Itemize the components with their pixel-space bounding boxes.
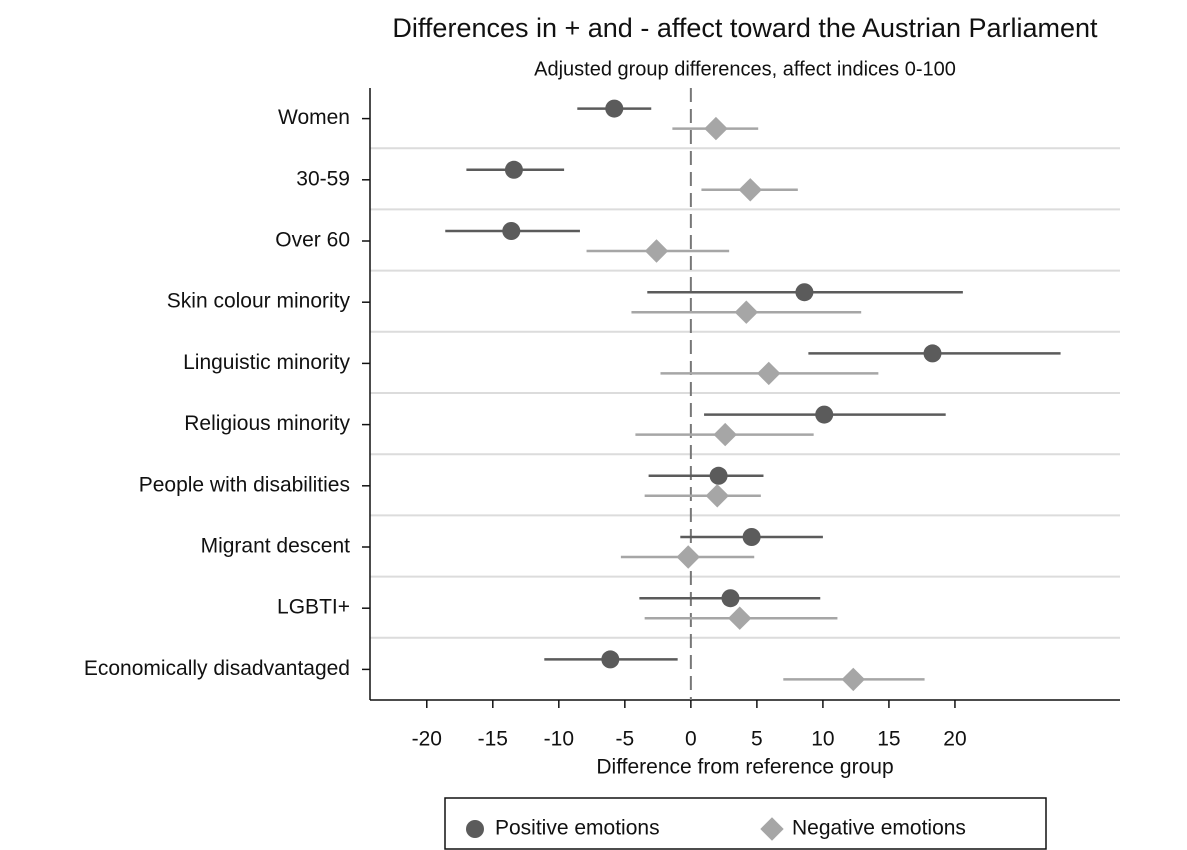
y-tick-label: LGBTI+ [277,596,350,619]
point [709,466,728,485]
legend-label: Negative emotions [792,817,966,840]
x-tick-label: -20 [412,728,442,751]
point [757,361,781,386]
y-tick-label: Women [278,106,350,129]
y-tick-label: Linguistic minority [183,351,350,374]
x-tick-label: -5 [615,728,634,751]
point [742,528,761,546]
legend-label: Positive emotions [495,817,660,840]
point [466,820,484,838]
x-tick-label: 5 [751,728,763,751]
y-tick-label: Over 60 [275,229,350,252]
y-tick-label: Religious minority [184,412,350,435]
x-tick-label: 15 [877,728,900,751]
point [721,589,740,608]
point [504,160,523,179]
chart-title: Differences in + and - affect toward the… [392,13,1098,43]
x-tick-label: -10 [544,728,574,751]
point [704,116,728,141]
x-tick-label: 0 [685,728,697,751]
y-tick-label: People with disabilities [139,473,350,496]
point [502,222,521,240]
point [601,650,620,669]
point [815,405,834,424]
point [605,99,624,118]
point [760,817,784,841]
chart-subtitle: Adjusted group differences, affect indic… [534,58,956,80]
x-axis-label: Difference from reference group [596,756,893,779]
x-tick-label: 20 [943,728,966,751]
point [795,283,814,302]
legend-box [444,797,1047,850]
point [713,422,737,447]
y-tick-label: Economically disadvantaged [84,657,350,680]
point [705,484,729,508]
point [734,300,759,324]
point [738,178,762,202]
point [676,545,700,569]
point [644,239,669,263]
x-tick-label: 10 [811,728,834,751]
point [923,344,942,363]
point [841,667,865,692]
y-tick-label: 30-59 [296,167,350,190]
y-tick-label: Skin colour minority [167,290,351,313]
y-tick-label: Migrant descent [201,535,351,558]
point [728,606,752,630]
x-tick-label: -15 [478,728,508,751]
